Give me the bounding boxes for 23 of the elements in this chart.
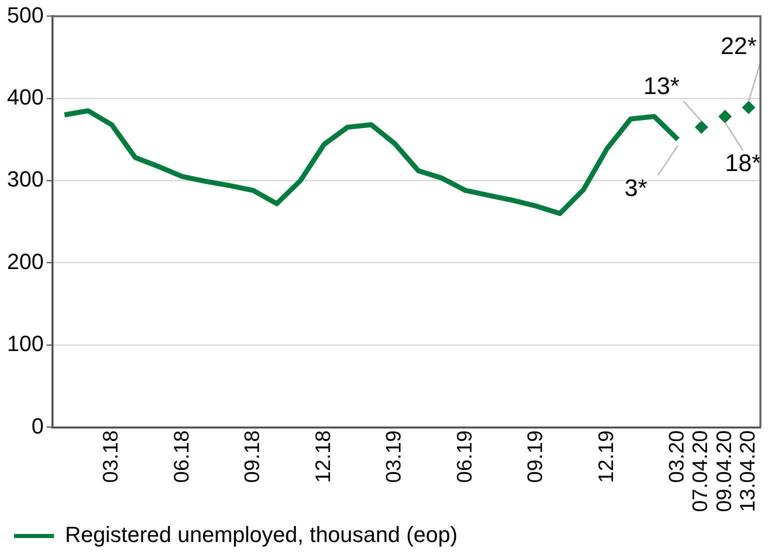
y-tick-label: 500 <box>6 2 44 28</box>
x-tick-label: 07.04.20 <box>689 430 712 512</box>
annotation: 3* <box>624 175 648 202</box>
annotation: 13* <box>643 72 680 100</box>
y-tick-label: 300 <box>6 166 44 192</box>
x-tick-label: 12.19 <box>594 430 618 483</box>
x-tick-label: 06.19 <box>453 430 476 483</box>
y-tick-label: 100 <box>6 331 44 356</box>
x-tick-label: 09.18 <box>241 430 264 483</box>
x-tick-label: 13.04.20 <box>736 430 760 512</box>
x-tick-label: 03.20 <box>666 430 689 483</box>
x-tick-label: 03.18 <box>99 430 122 483</box>
annotation: 18* <box>725 150 762 178</box>
annotation: 22* <box>720 33 757 60</box>
y-tick-label: 0 <box>31 413 44 438</box>
x-tick-label: 06.18 <box>170 430 194 483</box>
x-tick-label: 09.04.20 <box>712 430 736 512</box>
x-tick-label: 12.18 <box>312 430 335 483</box>
y-tick-label: 200 <box>6 248 44 274</box>
legend-label: Registered unemployed, thousand (eop) <box>65 522 458 548</box>
x-tick-label: 03.19 <box>382 430 406 483</box>
x-tick-label: 09.19 <box>524 430 548 483</box>
y-tick-label: 400 <box>6 84 44 110</box>
